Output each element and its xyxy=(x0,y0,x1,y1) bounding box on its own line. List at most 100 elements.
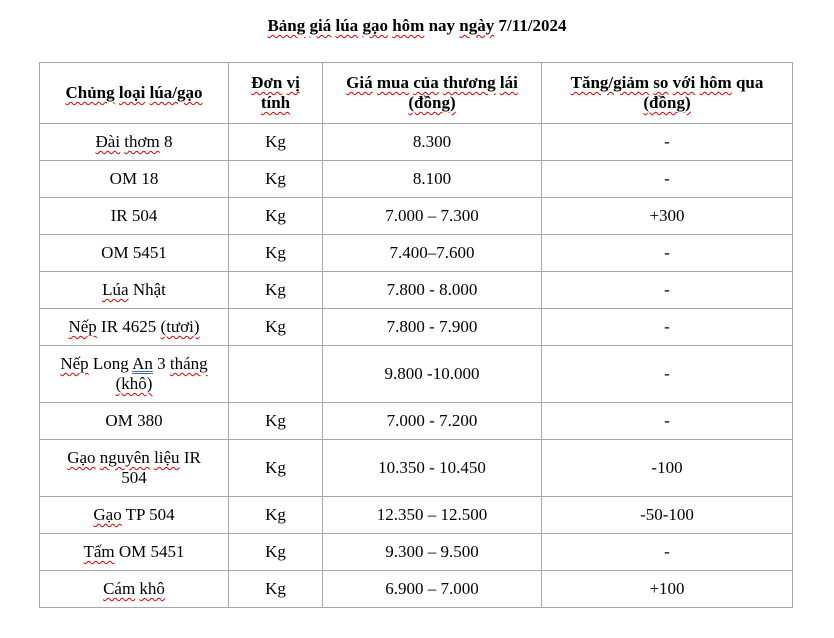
spellcheck-underline: Tấm xyxy=(83,542,115,561)
spellcheck-underline: ngày xyxy=(459,16,495,35)
cell-type: Gạo TP 504 xyxy=(39,496,229,534)
text-segment: 504 xyxy=(121,468,147,487)
cell-change: +100 xyxy=(541,570,793,608)
cell-change: - xyxy=(541,308,793,346)
cell-change: - xyxy=(541,234,793,272)
cell-type: Lúa Nhật xyxy=(39,271,229,309)
cell-price: 10.350 - 10.450 xyxy=(322,439,542,497)
spellcheck-underline: Lúa xyxy=(102,280,129,299)
cell-type: Nếp IR 4625 (tươi) xyxy=(39,308,229,346)
cell-unit: Kg xyxy=(228,308,323,346)
spellcheck-underline: (tươi) xyxy=(160,317,200,336)
text-segment: IR xyxy=(179,448,201,467)
cell-price: 9.300 – 9.500 xyxy=(322,533,542,571)
table-row: IR 504 Kg 7.000 – 7.300 +300 xyxy=(39,197,793,235)
spellcheck-underline: gạo xyxy=(362,16,388,35)
spellcheck-underline: so xyxy=(653,73,669,92)
cell-price: 7.800 - 7.900 xyxy=(322,308,542,346)
cell-unit xyxy=(228,345,323,403)
table-row: Tấm OM 5451 Kg 9.300 – 9.500- xyxy=(39,533,793,571)
spellcheck-underline: Gạo xyxy=(93,505,122,524)
spellcheck-underline: Giá xyxy=(346,73,373,92)
cell-type: Gạo nguyên liệu IR 504 xyxy=(39,439,229,497)
cell-type: Nếp Long An 3 tháng (khô) xyxy=(39,345,229,403)
text-segment: qua xyxy=(731,73,764,92)
spellcheck-underline: tính xyxy=(260,93,291,112)
text-segment: Nhật xyxy=(128,280,166,299)
cell-change: - xyxy=(541,123,793,161)
cell-unit: Kg xyxy=(228,271,323,309)
cell-change: - xyxy=(541,271,793,309)
text-segment: OM 5451 xyxy=(101,243,167,262)
cell-change: -100 xyxy=(541,439,793,497)
spellcheck-underline: giá xyxy=(309,16,332,35)
cell-change: +300 xyxy=(541,197,793,235)
spellcheck-underline: Gạo xyxy=(67,448,96,467)
column-header-price: Giá mua của thương lái (đồng) xyxy=(322,62,542,124)
cell-type: Tấm OM 5451 xyxy=(39,533,229,571)
cell-unit: Kg xyxy=(228,160,323,198)
text-segment: 8 xyxy=(159,132,173,151)
rice-price-table: Chủng loại lúa/gạo Đơn vị tính Giá mua của … xyxy=(39,62,793,608)
cell-price: 7.400–7.600 xyxy=(322,234,542,272)
cell-unit: Kg xyxy=(228,533,323,571)
cell-unit: Kg xyxy=(228,496,323,534)
cell-type: OM 380 xyxy=(39,402,229,440)
spellcheck-underline: Đơn xyxy=(251,73,283,92)
cell-change: -50-100 xyxy=(541,496,793,534)
spellcheck-underline: lái xyxy=(499,73,518,92)
spellcheck-underline: lúa/gạo xyxy=(149,83,203,102)
cell-type: Đài thơm 8 xyxy=(39,123,229,161)
spellcheck-underline: Tăng/giảm xyxy=(570,73,650,92)
table-row: OM 18 Kg 8.100- xyxy=(39,160,793,198)
table-row: Lúa Nhật Kg 7.800 - 8.000- xyxy=(39,271,793,309)
text-segment: Long xyxy=(88,354,133,373)
text-segment: OM 380 xyxy=(105,411,163,430)
spellcheck-underline: Chủng xyxy=(65,83,115,102)
table-row: Gạo TP 504 Kg 12.350 – 12.500 -50-100 xyxy=(39,496,793,534)
cell-change: - xyxy=(541,402,793,440)
cell-price: 7.800 - 8.000 xyxy=(322,271,542,309)
table-row: Gạo nguyên liệu IR 504 Kg 10.350 - 10.450 -1… xyxy=(39,439,793,497)
text-segment: 3 xyxy=(152,354,170,373)
cell-unit: Kg xyxy=(228,234,323,272)
text-segment: IR 504 xyxy=(110,206,158,225)
spellcheck-underline: Cám xyxy=(103,579,136,598)
table-body: Đài thơm 8 Kg 8.300- OM 18 Kg 8.100- IR 504 Kg 7… xyxy=(39,123,793,608)
cell-change: - xyxy=(541,160,793,198)
spellcheck-underline: với xyxy=(672,73,696,92)
grammar-underline: An xyxy=(132,354,153,373)
cell-price: 6.900 – 7.000 xyxy=(322,570,542,608)
cell-type: Cám khô xyxy=(39,570,229,608)
table-row: OM 5451 Kg 7.400–7.600- xyxy=(39,234,793,272)
cell-price: 7.000 – 7.300 xyxy=(322,197,542,235)
spellcheck-underline: hôm xyxy=(699,73,732,92)
table-row: OM 380 Kg 7.000 - 7.200- xyxy=(39,402,793,440)
cell-unit: Kg xyxy=(228,402,323,440)
document-page: Bảng giá lúa gạo hôm nay ngày 7/11/2024 … xyxy=(0,15,834,608)
cell-price: 12.350 – 12.500 xyxy=(322,496,542,534)
spellcheck-underline: thơm xyxy=(124,132,160,151)
table-row: Nếp Long An 3 tháng (khô) 9.800 -10.000- xyxy=(39,345,793,403)
spellcheck-underline: (đồng) xyxy=(408,93,456,112)
spellcheck-underline: vị xyxy=(286,73,300,92)
cell-type: IR 504 xyxy=(39,197,229,235)
spellcheck-underline: Đài xyxy=(95,132,121,151)
cell-unit: Kg xyxy=(228,123,323,161)
spellcheck-underline: khô xyxy=(139,579,165,598)
header-row: Chủng loại lúa/gạo Đơn vị tính Giá mua của … xyxy=(39,62,793,124)
table-row: Nếp IR 4625 (tươi) Kg 7.800 - 7.900- xyxy=(39,308,793,346)
spellcheck-underline: của xyxy=(413,73,439,92)
column-header-type: Chủng loại lúa/gạo xyxy=(39,62,229,124)
spellcheck-underline: nguyên xyxy=(99,448,150,467)
cell-type: OM 5451 xyxy=(39,234,229,272)
spellcheck-underline: Bảng xyxy=(267,16,306,35)
column-header-unit: Đơn vị tính xyxy=(228,62,323,124)
spellcheck-underline: mua xyxy=(376,73,409,92)
column-header-change: Tăng/giảm so với hôm qua (đồng) xyxy=(541,62,793,124)
spellcheck-underline: thương xyxy=(442,73,496,92)
text-segment: nay xyxy=(424,16,460,35)
page-title: Bảng giá lúa gạo hôm nay ngày 7/11/2024 xyxy=(0,15,834,37)
cell-price: 7.000 - 7.200 xyxy=(322,402,542,440)
spellcheck-underline: loại xyxy=(118,83,146,102)
